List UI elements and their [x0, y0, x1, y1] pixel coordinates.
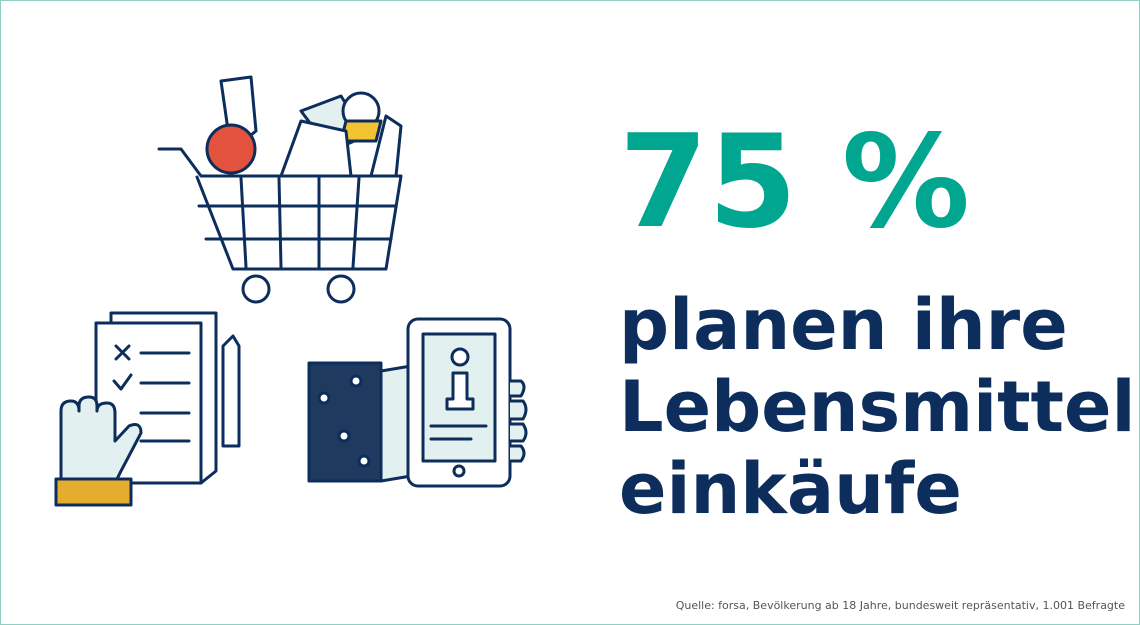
headline-line: planen ihre	[619, 284, 1068, 366]
headline-line: einkäufe	[619, 448, 962, 530]
cart-illustration	[157, 75, 403, 304]
checklist-illustration	[54, 311, 241, 507]
headline-line: Lebensmittel-	[619, 366, 1139, 448]
phone-illustration	[307, 317, 528, 488]
headline-value: 75 %	[619, 108, 970, 257]
source-note: Quelle: forsa, Bevölkerung ab 18 Jahre, …	[676, 599, 1126, 612]
